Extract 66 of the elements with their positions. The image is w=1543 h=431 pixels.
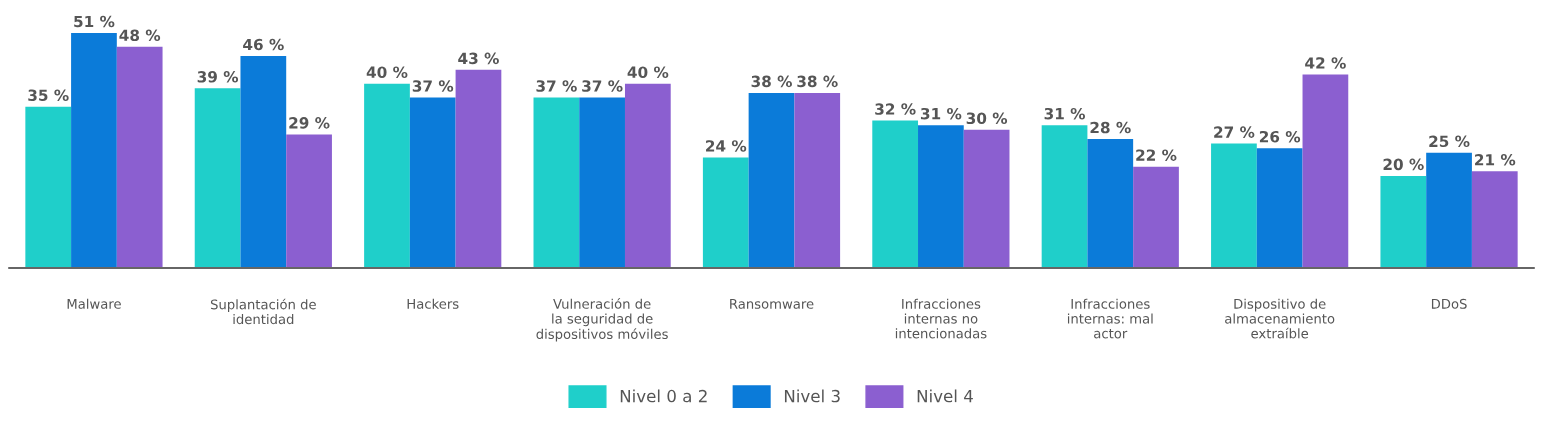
data-label: 24 % [706,140,747,152]
data-label: 32 % [875,103,916,115]
data-label: 31 % [920,107,962,120]
data-label: 37 % [412,80,454,92]
data-label: 27 % [1214,126,1255,138]
data-label: 40 % [627,66,669,78]
data-label: 30 % [966,112,1008,125]
x-tick-label: Ransomware [730,299,814,309]
data-label: 43 % [458,52,499,65]
bar [409,97,456,269]
bar [1302,74,1349,269]
bar [794,92,841,269]
data-label: 20 % [1383,158,1424,171]
data-label: 39 % [197,71,239,83]
x-tick-label: Infracciones internas no intencionadas [895,298,987,339]
bar [1211,143,1257,269]
data-label: 21 % [1475,153,1516,166]
bar [71,32,117,269]
data-label: 46 % [243,38,284,51]
bar [1133,166,1179,269]
data-label: 51 % [74,15,115,28]
data-label: 40 % [366,66,408,78]
legend-label: Nivel 0 a 2 [620,389,707,403]
bar [455,69,502,269]
x-tick-label: Malware [67,298,121,309]
bar [533,97,580,269]
bar [240,56,287,269]
data-label: 35 % [28,89,69,102]
data-label: 42 % [1305,57,1346,69]
x-tick-label: Hackers [407,298,459,309]
bar [702,157,749,269]
bar [286,134,332,269]
bar [918,125,964,269]
bar [1041,125,1088,269]
bar [872,120,919,269]
bar [579,97,625,269]
data-label: 31 % [1044,107,1085,120]
data-label: 37 % [582,80,623,92]
bar [624,83,671,269]
bar [1256,148,1303,269]
bar [25,106,72,269]
bar [364,83,410,269]
data-label: 22 % [1136,149,1177,161]
bar [1471,171,1518,269]
bar [1426,152,1472,269]
bar [116,46,163,269]
data-label: 29 % [289,117,330,129]
bar [748,92,795,269]
x-tick-label: Infracciones internas: mal actor [1067,298,1153,339]
bar [194,88,241,269]
x-tick-label: Dispositivo de almacenamiento extraíble [1225,298,1335,339]
legend-label: Nivel 4 [917,389,973,403]
data-label: 28 % [1090,121,1131,134]
x-tick-label: Vulneración de la seguridad de dispositivos móviles [536,298,668,342]
x-tick-label: DDoS [1431,298,1467,309]
data-label: 25 % [1429,135,1470,148]
data-label: 26 % [1259,130,1301,143]
data-label: 37 % [536,80,577,92]
x-tick-label: Suplantación de identidad [210,298,316,325]
bar [963,129,1010,269]
data-label: 48 % [119,29,161,42]
bar [1087,139,1134,269]
legend-label: Nivel 3 [784,389,840,403]
data-label: 38 % [797,75,838,88]
data-label: 38 % [751,75,792,88]
bar [1380,175,1427,269]
